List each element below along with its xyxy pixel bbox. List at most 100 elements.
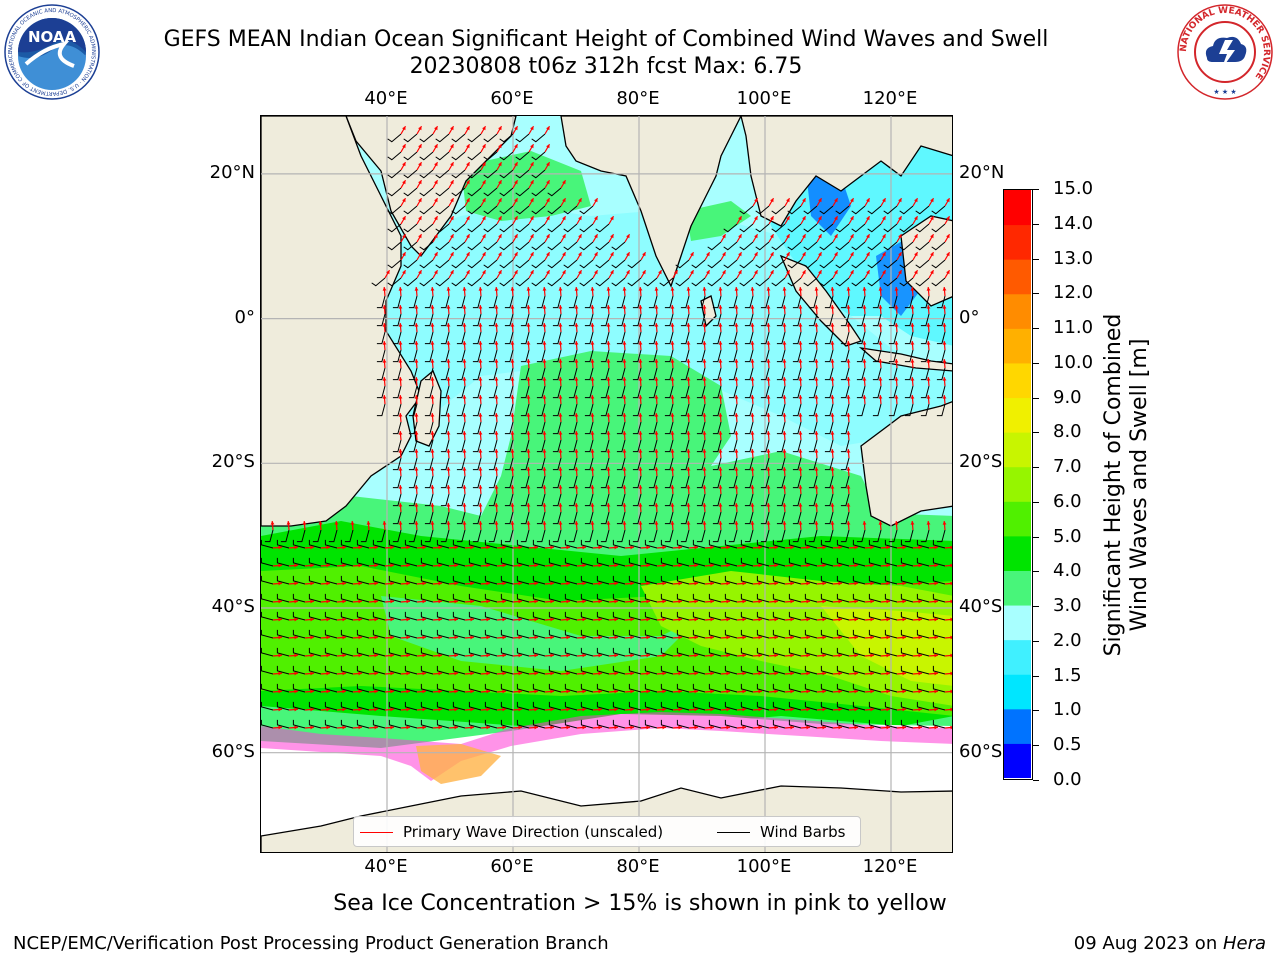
wind-barb <box>472 511 482 525</box>
wave-arrow-head <box>814 341 819 345</box>
wind-barb <box>276 647 290 657</box>
wave-arrow-head <box>942 521 947 525</box>
wave-arrow-head <box>918 671 922 676</box>
wind-barb <box>595 241 610 251</box>
wave-arrow-head <box>326 689 330 694</box>
wave-arrow-head <box>502 563 506 568</box>
wave-arrow-head <box>782 305 787 309</box>
wave-arrow <box>944 600 952 603</box>
wave-arrow-head <box>446 521 451 525</box>
wind-barb <box>756 647 770 657</box>
wind-barb <box>851 241 866 251</box>
wave-arrow-head <box>494 395 499 399</box>
wave-arrow-head <box>678 563 682 568</box>
wave-arrow-head <box>590 377 595 381</box>
wave-arrow-head <box>278 653 282 658</box>
wave-arrow-head <box>662 581 666 586</box>
wave-arrow-head <box>766 323 771 327</box>
wave-arrow-head <box>594 252 598 257</box>
wind-barb <box>708 665 722 675</box>
wave-arrow-head <box>782 521 787 525</box>
wind-barb <box>660 683 674 693</box>
wave-arrow-head <box>758 725 762 730</box>
wind-barb <box>516 557 530 567</box>
wave-arrow-head <box>718 449 723 453</box>
wind-barb <box>436 539 450 549</box>
wave-arrow-head <box>702 377 707 381</box>
wave-arrow-head <box>418 180 422 185</box>
wave-arrow-head <box>526 377 531 381</box>
wave-arrow-head <box>574 431 579 435</box>
wind-barb <box>804 701 818 711</box>
wave-arrow-head <box>390 581 394 586</box>
wave-arrow-head <box>598 653 602 658</box>
wave-arrow-head <box>462 359 467 363</box>
wind-barb <box>404 611 418 621</box>
wave-arrow-head <box>850 198 854 203</box>
sea-ice-note: Sea Ice Concentration > 15% is shown in … <box>333 891 947 916</box>
wind-barb <box>403 277 418 287</box>
wind-barb <box>707 241 722 251</box>
wind-barb <box>568 385 578 399</box>
wind-barb <box>692 539 706 549</box>
wave-arrow-head <box>934 545 938 550</box>
wave-arrow-head <box>590 305 595 309</box>
wind-barb <box>772 629 786 639</box>
wave-height-map <box>260 115 953 853</box>
wave-arrow-head <box>726 545 730 550</box>
wave-arrow-head <box>814 323 819 327</box>
wave-arrow-head <box>578 198 582 203</box>
wave-arrow-head <box>910 287 915 291</box>
wind-barb <box>600 421 610 435</box>
wave-arrow-head <box>558 359 563 363</box>
wind-barb <box>836 593 850 603</box>
wave-arrow-head <box>450 216 454 221</box>
wave-arrow-head <box>770 198 774 203</box>
wave-arrow-head <box>630 599 634 604</box>
wind-barb <box>552 385 562 399</box>
wind-barb <box>452 539 466 549</box>
wind-barb <box>532 719 546 729</box>
colorbar-tick-label: 14.0 <box>1053 212 1094 234</box>
wind-barb <box>564 719 578 729</box>
wind-barb <box>579 223 594 233</box>
wind-barb <box>872 385 882 399</box>
wave-arrow-head <box>766 359 771 363</box>
wind-barb <box>292 611 306 621</box>
wind-barb <box>776 367 786 381</box>
wave-arrow-head <box>478 413 483 417</box>
wind-barb <box>600 313 610 327</box>
wave-arrow-head <box>342 563 346 568</box>
wave-arrow-head <box>814 305 819 309</box>
map-subtitle: 20230808 t06z 312h fcst Max: 6.75 <box>409 54 803 79</box>
wave-arrow-head <box>390 545 394 550</box>
wave-arrow-head <box>434 198 438 203</box>
wave-arrow-head <box>774 707 778 712</box>
wind-barb <box>520 511 530 525</box>
wind-barb <box>548 665 562 675</box>
wave-arrow-head <box>646 599 650 604</box>
wind-barb <box>420 647 434 657</box>
wave-arrow-head <box>566 563 570 568</box>
wind-barb <box>467 223 482 233</box>
wind-barb <box>488 493 498 507</box>
wave-arrow-head <box>398 485 403 489</box>
wind-barb <box>867 277 882 287</box>
wave-arrow-head <box>550 671 554 676</box>
wave-arrow-head <box>562 216 566 221</box>
wave-arrow-head <box>578 216 582 221</box>
wind-barb <box>596 629 610 639</box>
wind-barb <box>692 629 706 639</box>
wave-arrow-head <box>918 617 922 622</box>
wind-barb <box>824 421 834 435</box>
colorbar-segment <box>1004 605 1031 641</box>
wave-arrow-head <box>838 671 842 676</box>
wind-barb <box>852 701 866 711</box>
wind-barb <box>356 557 370 567</box>
wind-barb <box>531 277 546 287</box>
wave-arrow-head <box>574 287 579 291</box>
wave-arrow-head <box>638 377 643 381</box>
wind-barb <box>932 647 946 657</box>
wave-arrow-head <box>742 653 746 658</box>
wave-arrow-head <box>638 413 643 417</box>
